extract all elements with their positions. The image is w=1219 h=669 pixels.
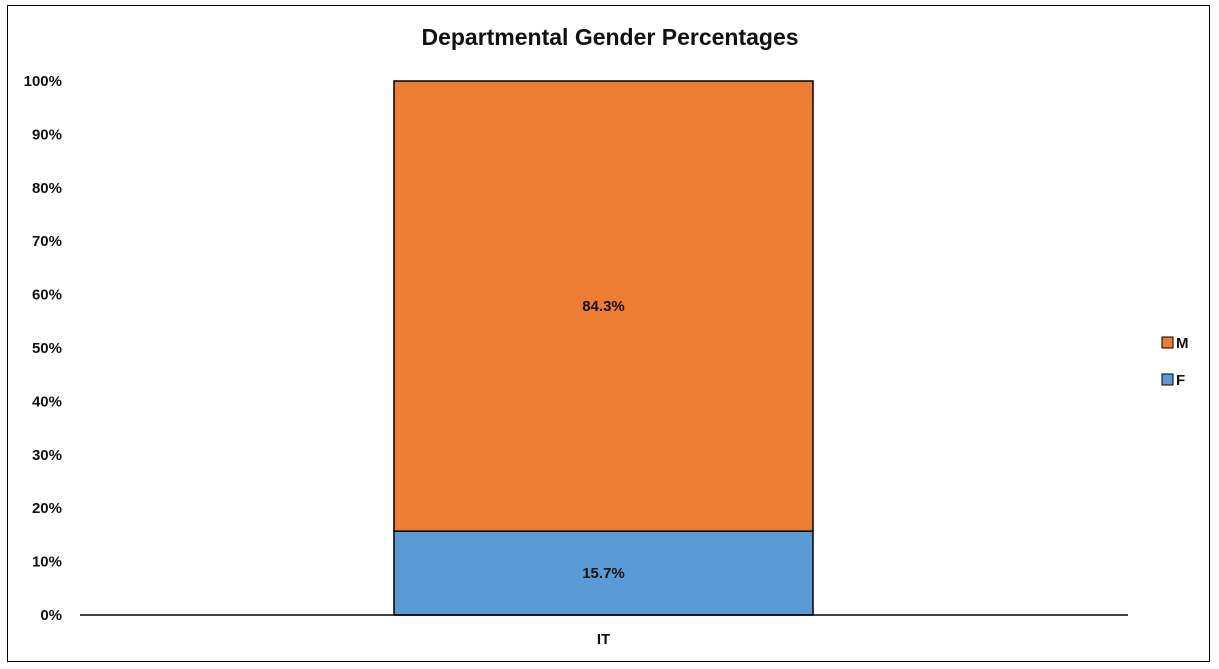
y-tick-label: 60% bbox=[32, 287, 62, 304]
legend: MF bbox=[1161, 335, 1189, 389]
data-label-f: 15.7% bbox=[582, 565, 625, 582]
x-axis-ticks: IT bbox=[597, 631, 610, 648]
bar-segment-f bbox=[393, 530, 814, 616]
bar-segments bbox=[393, 80, 814, 616]
y-tick-label: 30% bbox=[32, 447, 62, 464]
y-tick-label: 40% bbox=[32, 393, 62, 410]
y-tick-label: 70% bbox=[32, 233, 62, 250]
y-axis-ticks: 0% 10% 20% 30% 40% 50% 60% 70% 80% 90% 100% bbox=[24, 73, 62, 624]
y-tick-label: 90% bbox=[32, 126, 62, 143]
bar-segment-m bbox=[393, 80, 814, 532]
legend-swatch-m bbox=[1161, 336, 1174, 349]
legend-label-f: F bbox=[1176, 372, 1185, 389]
legend-label-m: M bbox=[1176, 335, 1189, 352]
chart-title: Departmental Gender Percentages bbox=[421, 24, 798, 50]
y-tick-label: 100% bbox=[24, 73, 62, 90]
x-tick-label: IT bbox=[597, 631, 610, 648]
bar-data-labels: 15.7% 84.3% bbox=[582, 298, 625, 582]
y-tick-label: 20% bbox=[32, 500, 62, 517]
data-label-m: 84.3% bbox=[582, 298, 625, 315]
legend-swatch-f bbox=[1161, 373, 1174, 386]
y-tick-label: 10% bbox=[32, 554, 62, 571]
y-tick-label: 50% bbox=[32, 340, 62, 357]
y-tick-label: 80% bbox=[32, 180, 62, 197]
y-tick-label: 0% bbox=[40, 607, 62, 624]
